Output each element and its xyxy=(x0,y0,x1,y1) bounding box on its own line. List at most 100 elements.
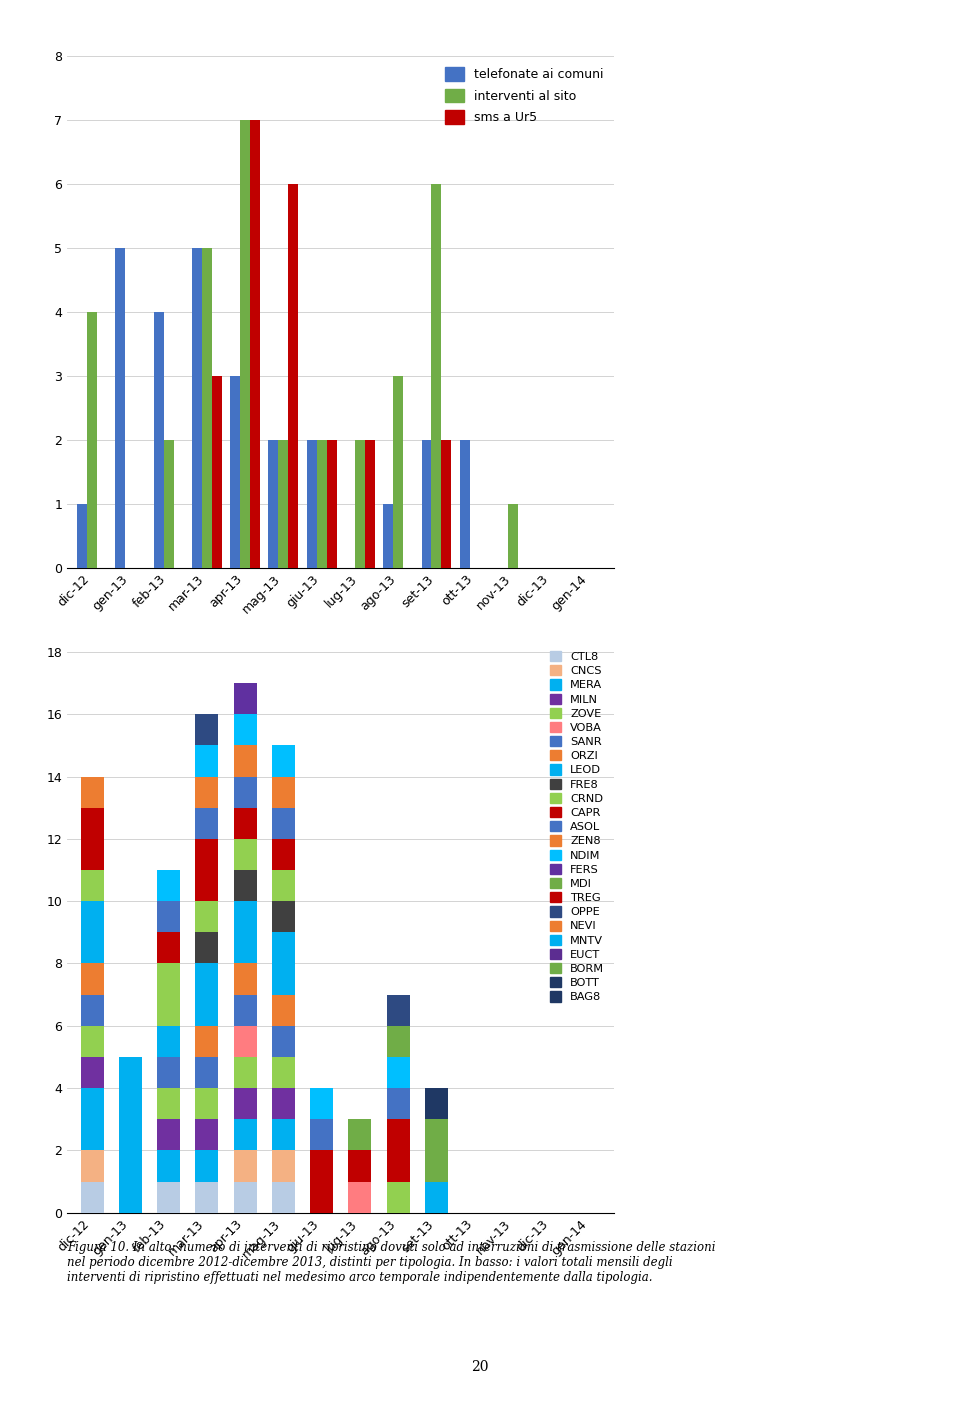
Bar xyxy=(394,376,403,568)
Bar xyxy=(157,1088,180,1119)
Bar xyxy=(196,1119,218,1151)
Bar xyxy=(307,440,317,568)
Bar xyxy=(348,1119,372,1151)
Bar xyxy=(157,901,180,932)
Bar xyxy=(233,808,256,838)
Bar xyxy=(230,376,240,568)
Bar xyxy=(157,1119,180,1151)
Bar xyxy=(196,1182,218,1213)
Bar xyxy=(310,1119,333,1151)
Bar xyxy=(442,440,451,568)
Bar xyxy=(387,1119,410,1182)
Bar xyxy=(196,714,218,746)
Bar xyxy=(233,1057,256,1088)
Bar xyxy=(192,248,202,568)
Bar xyxy=(196,901,218,932)
Bar xyxy=(233,777,256,808)
Bar xyxy=(157,1057,180,1088)
Bar xyxy=(272,838,295,871)
Bar xyxy=(115,248,126,568)
Bar xyxy=(233,1026,256,1057)
Bar xyxy=(355,440,365,568)
Bar xyxy=(233,871,256,901)
Bar xyxy=(425,1088,448,1119)
Bar xyxy=(81,1182,104,1213)
Bar xyxy=(157,963,180,1026)
Bar xyxy=(119,1057,142,1119)
Bar xyxy=(233,1088,256,1119)
Bar xyxy=(317,440,326,568)
Bar xyxy=(348,1182,372,1213)
Bar xyxy=(233,1119,256,1151)
Bar xyxy=(163,440,174,568)
Bar xyxy=(272,1088,295,1119)
Bar xyxy=(431,184,442,568)
Bar xyxy=(196,1151,218,1182)
Text: 20: 20 xyxy=(471,1360,489,1374)
Bar xyxy=(272,932,295,994)
Bar xyxy=(387,1088,410,1119)
Bar xyxy=(272,994,295,1026)
Bar xyxy=(387,1026,410,1057)
Bar xyxy=(196,808,218,838)
Bar xyxy=(233,901,256,963)
Bar xyxy=(387,994,410,1026)
Legend: telefonate ai comuni, interventi al sito, sms a Ur5: telefonate ai comuni, interventi al sito… xyxy=(440,62,608,129)
Bar xyxy=(387,1182,410,1213)
Bar xyxy=(81,1088,104,1151)
Bar xyxy=(81,994,104,1026)
Bar xyxy=(272,808,295,838)
Bar xyxy=(157,1182,180,1213)
Bar xyxy=(212,376,222,568)
Bar xyxy=(233,683,256,714)
Bar xyxy=(251,121,260,568)
Bar xyxy=(81,1057,104,1088)
Bar xyxy=(272,777,295,808)
Text: Figura 10. In alto: numero di interventi di ripristino dovuti solo ad interruzio: Figura 10. In alto: numero di interventi… xyxy=(67,1241,716,1284)
Bar xyxy=(278,440,288,568)
Bar xyxy=(81,871,104,901)
Bar xyxy=(233,1151,256,1182)
Bar xyxy=(240,121,251,568)
Bar xyxy=(87,313,97,568)
Bar xyxy=(326,440,337,568)
Bar xyxy=(157,932,180,963)
Bar xyxy=(233,838,256,871)
Bar xyxy=(119,1119,142,1213)
Bar xyxy=(233,994,256,1026)
Bar xyxy=(196,1088,218,1119)
Bar xyxy=(81,901,104,963)
Bar xyxy=(81,777,104,808)
Bar xyxy=(196,777,218,808)
Bar xyxy=(233,714,256,746)
Bar xyxy=(272,1057,295,1088)
Bar xyxy=(365,440,374,568)
Bar xyxy=(196,932,218,963)
Bar xyxy=(233,963,256,994)
Bar xyxy=(310,1151,333,1213)
Bar xyxy=(196,1057,218,1088)
Bar xyxy=(196,746,218,777)
Bar xyxy=(288,184,299,568)
Bar xyxy=(272,871,295,901)
Bar xyxy=(421,440,431,568)
Bar xyxy=(508,503,518,568)
Legend: CTL8, CNCS, MERA, MILN, ZOVE, VOBA, SANR, ORZI, LEOD, FRE8, CRND, CAPR, ASOL, ZE: CTL8, CNCS, MERA, MILN, ZOVE, VOBA, SANR… xyxy=(545,646,609,1007)
Bar xyxy=(272,746,295,777)
Bar xyxy=(348,1151,372,1182)
Bar xyxy=(272,1026,295,1057)
Bar xyxy=(196,1026,218,1057)
Bar xyxy=(196,963,218,1026)
Bar xyxy=(233,1182,256,1213)
Bar xyxy=(425,1182,448,1213)
Bar xyxy=(157,871,180,901)
Bar xyxy=(387,1057,410,1088)
Bar xyxy=(77,503,87,568)
Bar xyxy=(272,901,295,932)
Bar xyxy=(272,1182,295,1213)
Bar xyxy=(460,440,469,568)
Bar xyxy=(81,808,104,871)
Bar xyxy=(272,1119,295,1151)
Bar xyxy=(157,1026,180,1057)
Bar xyxy=(196,838,218,901)
